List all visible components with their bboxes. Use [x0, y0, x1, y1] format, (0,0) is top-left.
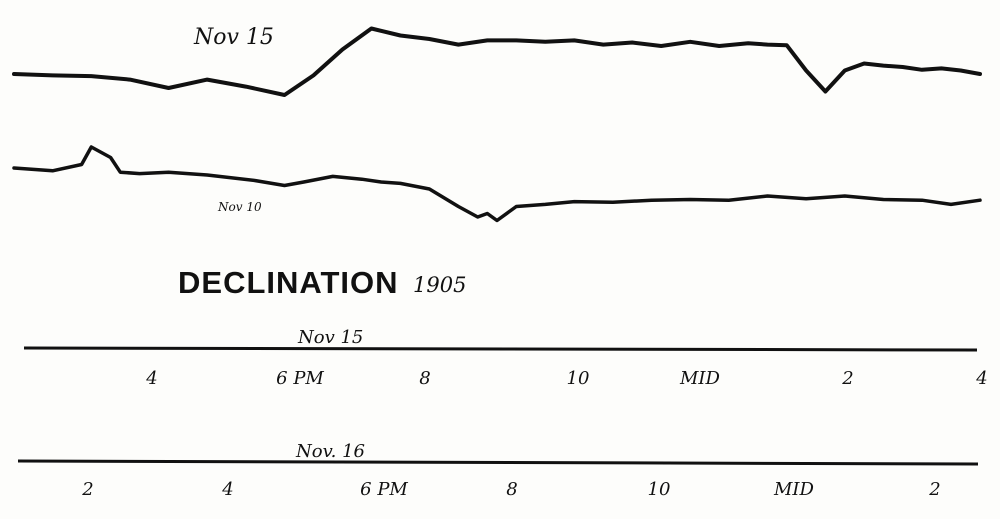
tick-label: 10 [567, 368, 590, 389]
label-nov10: Nov 10 [217, 200, 262, 214]
tick-label: 8 [506, 479, 517, 500]
tick-label: MID [773, 479, 815, 500]
axis-line-nov15 [23, 346, 978, 352]
tick-label: MID [679, 368, 721, 389]
tick-label: 2 [928, 479, 940, 500]
axis-line-nov16 [17, 459, 979, 466]
tick-label: 2 [81, 479, 93, 500]
time-axis-nov15: Nov 15 4 6 PM 8 10 MID 2 4 [23, 327, 988, 389]
tick-label: 4 [145, 368, 157, 389]
traces-layer [12, 26, 982, 223]
ticks-nov16: 2 4 6 PM 8 10 MID 2 [81, 479, 940, 500]
tick-label: 2 [841, 368, 853, 389]
chart-title: DECLINATION [178, 265, 399, 300]
tick-label: 10 [648, 479, 671, 500]
time-axis-nov16: Nov. 16 2 4 6 PM 8 10 MID 2 [17, 441, 979, 500]
tick-label: 6 PM [276, 368, 324, 389]
axis-date-nov15: Nov 15 [297, 327, 363, 348]
series-line-nov15 [12, 26, 982, 97]
series-line-nov10 [12, 145, 982, 223]
chart-year: 1905 [413, 273, 466, 297]
tick-label: 8 [419, 368, 430, 389]
tick-label: 4 [975, 368, 987, 389]
axis-date-nov16: Nov. 16 [295, 441, 365, 462]
label-nov15: Nov 15 [193, 25, 274, 50]
tick-label: 6 PM [360, 479, 408, 500]
ticks-nov15: 4 6 PM 8 10 MID 2 4 [145, 368, 987, 389]
tick-label: 4 [221, 479, 233, 500]
